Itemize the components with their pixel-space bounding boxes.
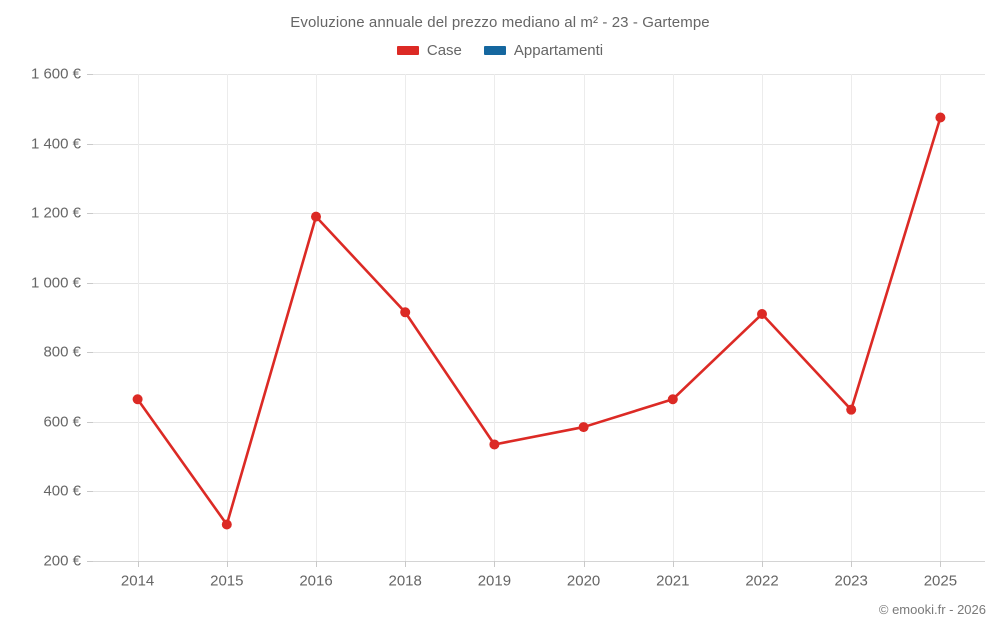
data-point-marker[interactable]	[578, 422, 589, 433]
x-axis-tick-labels: 2014 2015 2016 2018 2019 2020 2021 2022 2023 2025	[121, 572, 957, 589]
series-case	[132, 112, 946, 530]
chart-title: Evoluzione annuale del prezzo mediano al…	[290, 14, 710, 31]
x-tick-label: 2021	[656, 572, 689, 589]
legend-swatch-case	[396, 46, 419, 55]
data-point-marker[interactable]	[221, 519, 232, 530]
data-point-marker[interactable]	[935, 112, 946, 123]
x-tick-label: 2018	[389, 572, 422, 589]
vertical-gridlines	[138, 74, 941, 561]
y-tick-label: 1 000 €	[31, 274, 82, 291]
x-tick-marks	[138, 561, 941, 567]
x-tick-label: 2023	[835, 572, 868, 589]
x-tick-label: 2020	[567, 572, 600, 589]
y-tick-label: 1 600 €	[31, 65, 82, 82]
legend-item-appartamenti[interactable]: Appartamenti	[483, 42, 604, 59]
y-tick-label: 200 €	[43, 552, 81, 569]
y-tick-label: 1 200 €	[31, 204, 82, 221]
x-tick-label: 2014	[121, 572, 154, 589]
x-tick-label: 2025	[924, 572, 957, 589]
x-tick-label: 2022	[745, 572, 778, 589]
y-tick-label: 600 €	[43, 413, 81, 430]
data-point-marker[interactable]	[132, 394, 143, 405]
data-point-marker[interactable]	[667, 394, 678, 405]
y-tick-marks	[87, 74, 93, 562]
y-tick-label: 800 €	[43, 343, 81, 360]
x-tick-label: 2019	[478, 572, 511, 589]
chart-legend: Case Appartamenti	[0, 42, 1000, 59]
y-axis-tick-labels: 200 € 400 € 600 € 800 € 1 000 € 1 200 € 1 400 …	[31, 65, 82, 569]
data-point-marker[interactable]	[846, 404, 857, 415]
data-point-marker[interactable]	[311, 211, 321, 222]
data-point-marker[interactable]	[400, 307, 411, 318]
x-tick-label: 2016	[299, 572, 332, 589]
y-tick-label: 1 400 €	[31, 135, 82, 152]
data-point-marker[interactable]	[489, 439, 500, 450]
footer-credit: © emooki.fr - 2026	[878, 602, 986, 617]
x-tick-label: 2015	[210, 572, 243, 589]
series-line	[136, 116, 942, 526]
legend-swatch-appartamenti	[483, 46, 506, 55]
data-series-layer	[132, 112, 946, 530]
legend-label-case: Case	[426, 42, 462, 59]
data-point-marker[interactable]	[757, 309, 767, 320]
legend-item-case[interactable]: Case	[396, 42, 462, 59]
y-tick-label: 400 €	[43, 482, 81, 499]
legend-label-appartamenti: Appartamenti	[513, 42, 604, 59]
